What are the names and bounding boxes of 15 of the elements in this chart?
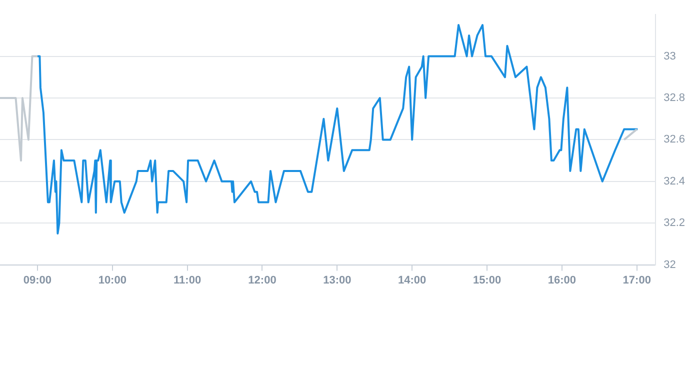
- x-tick-label: 14:00: [398, 274, 426, 286]
- x-tick-label: 15:00: [472, 274, 502, 286]
- x-tick-label: 16:00: [548, 274, 576, 286]
- x-tick-label: 17:00: [622, 274, 651, 286]
- y-tick-label: 32.4: [664, 175, 686, 188]
- y-tick-label: 33: [664, 50, 676, 62]
- x-tick-label: 11:00: [174, 274, 202, 286]
- x-tick-label: 13:00: [323, 274, 352, 286]
- y-tick-label: 32.2: [664, 217, 686, 230]
- x-tick-label: 12:00: [248, 274, 276, 286]
- x-tick-label: 09:00: [23, 274, 52, 286]
- x-tick-label: 10:00: [98, 274, 126, 286]
- y-tick-label: 32: [664, 258, 676, 271]
- y-tick-label: 32.8: [664, 92, 686, 104]
- y-tick-label: 32.6: [664, 134, 686, 146]
